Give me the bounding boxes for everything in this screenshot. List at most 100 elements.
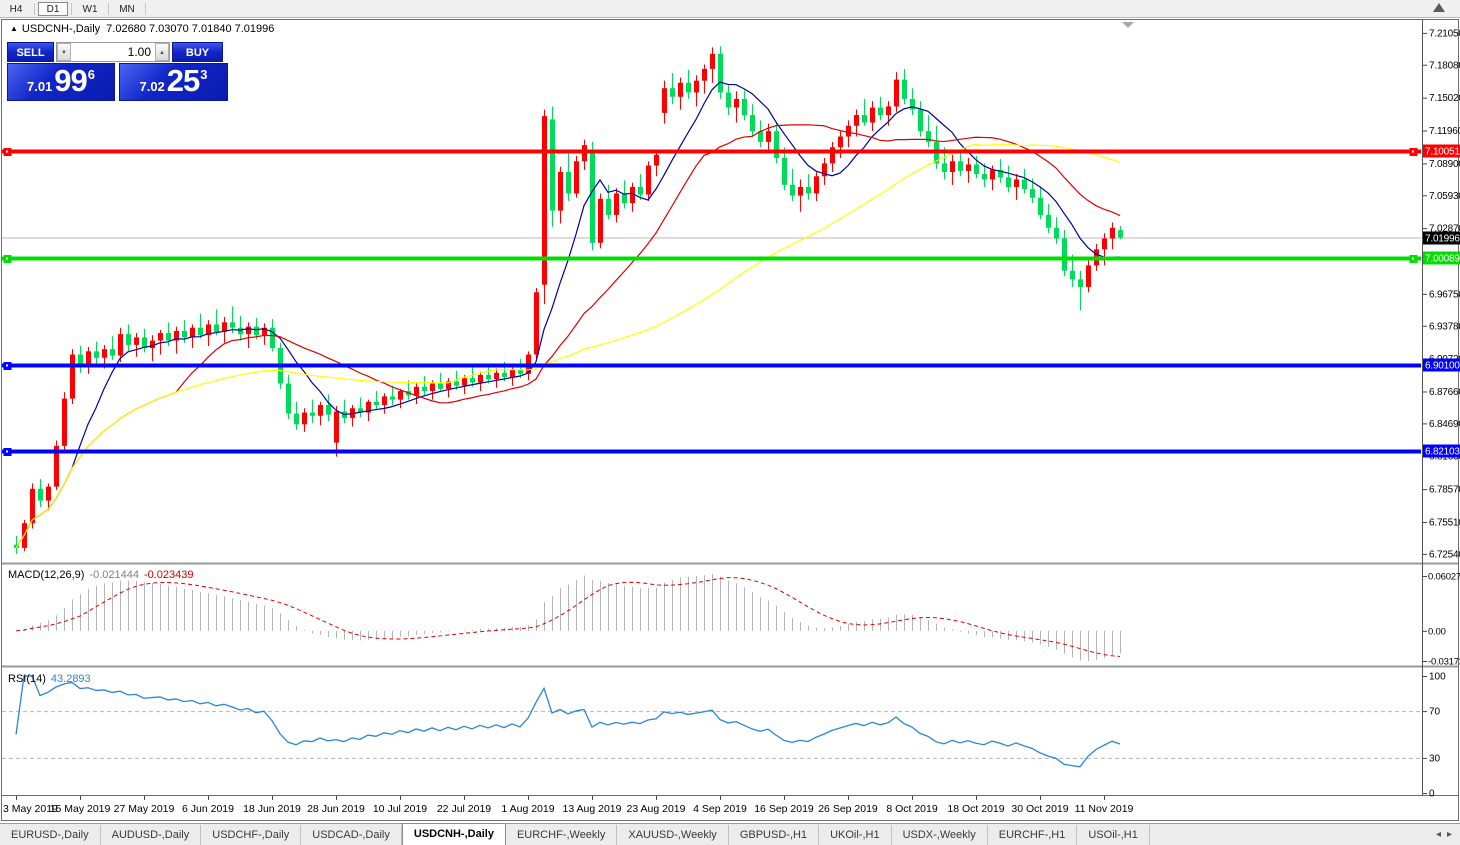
svg-text:0.060273: 0.060273: [1428, 572, 1460, 583]
rsi-value: 43.2893: [50, 673, 91, 685]
tab-xauusd-weekly[interactable]: XAUUSD-,Weekly: [617, 825, 729, 845]
ma-line-55: [15, 143, 1121, 549]
macd-histogram: [24, 574, 1121, 661]
macd-signal-value: -0.023439: [143, 569, 194, 581]
tab-usdx-weekly[interactable]: USDX-,Weekly: [892, 825, 988, 845]
rsi-name: RSI(14): [8, 673, 46, 685]
tab-eurchf-h1[interactable]: EURCHF-,H1: [988, 825, 1078, 845]
tab-usdcnh-daily[interactable]: USDCNH-,Daily: [401, 823, 506, 845]
svg-text:7.02870: 7.02870: [1429, 224, 1460, 235]
timeframe-button-d1[interactable]: D1: [38, 1, 68, 16]
svg-text:0: 0: [1429, 789, 1435, 800]
macd-value: -0.021444: [89, 569, 139, 581]
rsi-line: [15, 675, 1121, 768]
svg-text:7.10051: 7.10051: [1425, 147, 1460, 158]
toolbar-separator: [34, 2, 35, 15]
one-click-trading-panel: SELL ▼ ▲ BUY 7.01 99 6 7.02 25 3: [7, 42, 228, 101]
tab-audusd-daily[interactable]: AUDUSD-,Daily: [101, 825, 202, 845]
tab-gbpusd-h1[interactable]: GBPUSD-,H1: [729, 825, 820, 845]
sell-price-prefix: 7.01: [26, 79, 53, 94]
svg-text:6.96750: 6.96750: [1429, 289, 1460, 300]
svg-text:6.93780: 6.93780: [1429, 321, 1460, 332]
macd-signal-line: [15, 577, 1121, 658]
ohlc-readout: 7.02680 7.03070 7.01840 7.01996: [106, 23, 275, 35]
tab-scroll-left-icon[interactable]: ◂: [1435, 828, 1441, 840]
svg-text:7.18080: 7.18080: [1429, 60, 1460, 71]
svg-text:6.87660: 6.87660: [1429, 387, 1460, 398]
price-badge-6.90100: 6.90100: [1423, 358, 1460, 372]
volume-stepper: ▼ ▲: [56, 42, 170, 62]
toolbar-overflow-icon[interactable]: [1433, 3, 1445, 12]
svg-text:7.08900: 7.08900: [1429, 159, 1460, 170]
sell-button[interactable]: SELL: [7, 42, 54, 62]
svg-text:22 Jul 2019: 22 Jul 2019: [437, 803, 491, 815]
chart-shift-marker-icon[interactable]: [1122, 22, 1134, 28]
svg-text:18 Oct 2019: 18 Oct 2019: [947, 803, 1004, 815]
sell-price-box[interactable]: 7.01 99 6: [7, 63, 115, 101]
svg-text:70: 70: [1429, 707, 1441, 718]
toolbar-separator: [108, 2, 109, 15]
timeframe-button-w1[interactable]: W1: [82, 3, 98, 15]
price-badge-7.00089: 7.00089: [1423, 251, 1460, 265]
svg-text:15 May 2019: 15 May 2019: [50, 803, 111, 815]
svg-text:28 Jun 2019: 28 Jun 2019: [307, 803, 365, 815]
svg-text:7.01996: 7.01996: [1425, 234, 1460, 245]
macd-scale[interactable]: 0.060273 0.00 -0.03172: [1423, 572, 1460, 668]
volume-input[interactable]: [71, 43, 155, 61]
svg-text:6 Jun 2019: 6 Jun 2019: [182, 803, 234, 815]
svg-text:6.82103: 6.82103: [1425, 447, 1460, 458]
collapse-triangle-icon[interactable]: ▲: [10, 24, 18, 33]
tab-eurusd-daily[interactable]: EURUSD-,Daily: [0, 825, 101, 845]
tab-scroll-right-icon[interactable]: ▸: [1446, 828, 1452, 840]
buy-button[interactable]: BUY: [172, 42, 223, 62]
svg-text:26 Sep 2019: 26 Sep 2019: [818, 803, 878, 815]
svg-text:4 Sep 2019: 4 Sep 2019: [693, 803, 747, 815]
svg-text:30 Oct 2019: 30 Oct 2019: [1011, 803, 1068, 815]
current-price-badge: 7.01996: [1423, 231, 1460, 245]
buy-price-prefix: 7.02: [139, 79, 165, 94]
chart-header: ▲ USDCNH-,Daily 7.02680 7.03070 7.01840 7.…: [10, 23, 274, 35]
sell-price-big: 99: [54, 63, 87, 98]
svg-text:7.15020: 7.15020: [1429, 93, 1460, 104]
rsi-indicator-label: RSI(14) 43.2893: [8, 673, 91, 685]
svg-text:7.05930: 7.05930: [1429, 191, 1460, 202]
svg-text:6.72540: 6.72540: [1429, 549, 1460, 560]
svg-text:27 May 2019: 27 May 2019: [114, 803, 175, 815]
chart-frame: [1, 19, 1459, 821]
svg-text:0.00: 0.00: [1428, 626, 1446, 637]
tab-ukoil-h1[interactable]: UKOil-,H1: [819, 825, 892, 845]
svg-text:-0.03172: -0.03172: [1428, 657, 1460, 668]
tab-scroll-arrows: ◂ ▸: [1436, 823, 1460, 845]
timeframe-button-h4[interactable]: H4: [9, 3, 23, 15]
tab-usoil-h1[interactable]: USOil-,H1: [1077, 825, 1150, 845]
sell-price-pip: 6: [87, 67, 96, 82]
svg-text:16 Sep 2019: 16 Sep 2019: [754, 803, 814, 815]
svg-text:100: 100: [1429, 672, 1446, 683]
svg-text:6.78570: 6.78570: [1429, 485, 1460, 496]
price-scale[interactable]: 7.21050 7.18080 7.15020 7.11960 7.08900 7.059…: [1423, 28, 1460, 560]
tab-usdcad-daily[interactable]: USDCAD-,Daily: [301, 825, 402, 845]
buy-price-box[interactable]: 7.02 25 3: [119, 63, 228, 101]
svg-text:7.11960: 7.11960: [1429, 126, 1460, 137]
svg-text:7.00089: 7.00089: [1425, 254, 1460, 265]
price-badge-6.82103: 6.82103: [1423, 444, 1460, 458]
volume-increase-button[interactable]: ▲: [155, 43, 169, 61]
price-badge-7.10051: 7.10051: [1423, 144, 1460, 158]
svg-text:6.90100: 6.90100: [1425, 361, 1460, 372]
svg-text:23 Aug 2019: 23 Aug 2019: [627, 803, 686, 815]
svg-text:30: 30: [1429, 753, 1441, 764]
tab-eurchf-weekly[interactable]: EURCHF-,Weekly: [506, 825, 618, 845]
rsi-scale[interactable]: 100 70 30 0: [1423, 672, 1446, 800]
svg-text:7.21050: 7.21050: [1429, 28, 1460, 39]
tab-usdchf-daily[interactable]: USDCHF-,Daily: [201, 825, 302, 845]
svg-text:10 Jul 2019: 10 Jul 2019: [373, 803, 427, 815]
volume-decrease-button[interactable]: ▼: [57, 43, 71, 61]
timeframe-button-mn[interactable]: MN: [119, 3, 135, 15]
toolbar-separator: [145, 2, 146, 15]
svg-text:11 Nov 2019: 11 Nov 2019: [1075, 803, 1134, 815]
svg-text:1 Aug 2019: 1 Aug 2019: [501, 803, 554, 815]
macd-indicator-label: MACD(12,26,9) -0.021444 -0.023439: [8, 569, 194, 581]
